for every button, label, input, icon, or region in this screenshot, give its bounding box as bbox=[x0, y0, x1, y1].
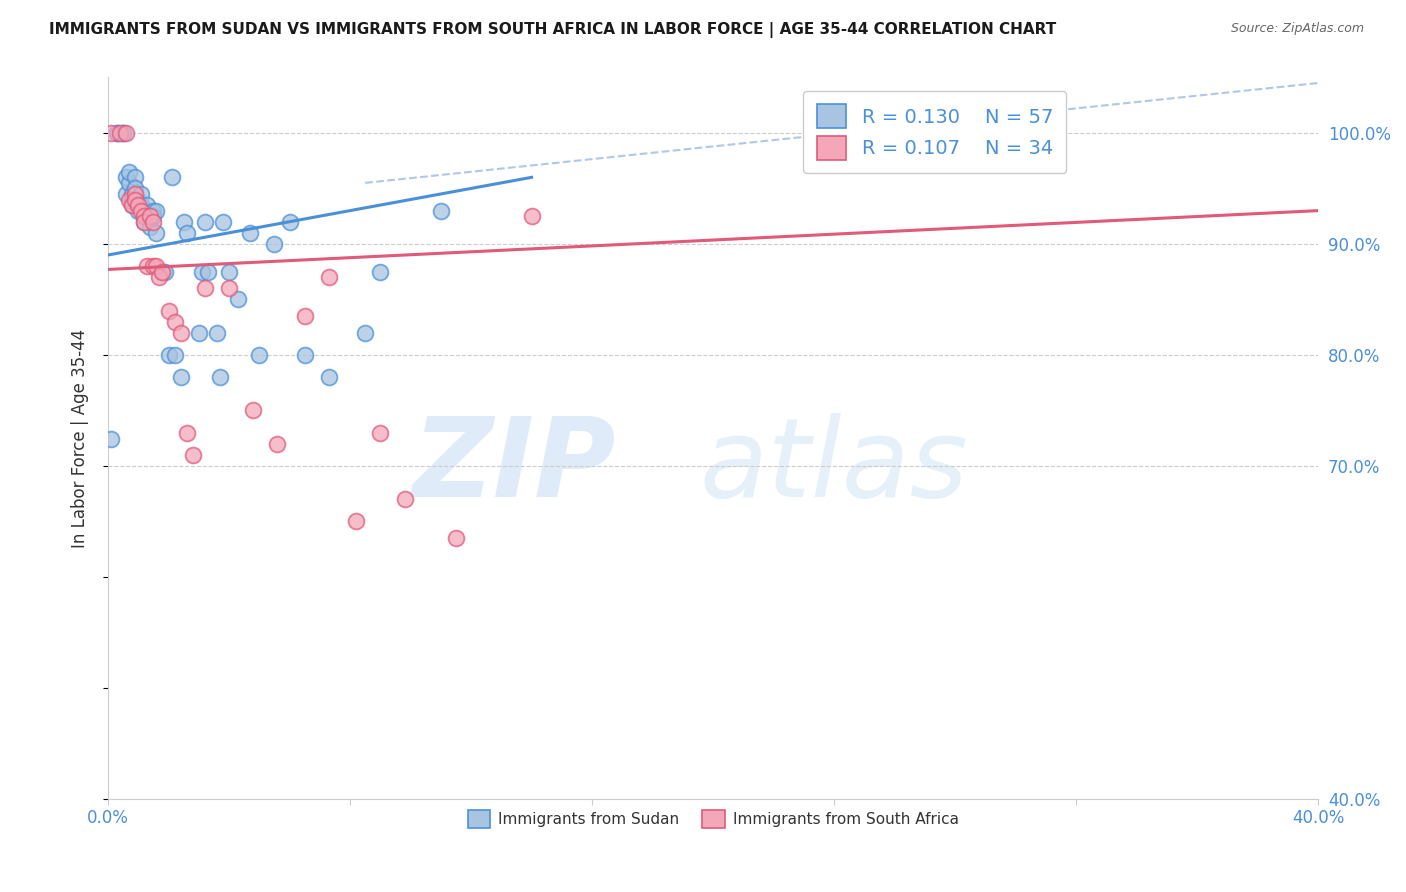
Point bbox=[134, 215, 156, 229]
Point bbox=[176, 226, 198, 240]
Point bbox=[127, 203, 149, 218]
Point bbox=[444, 531, 467, 545]
Point bbox=[105, 126, 128, 140]
Text: ZIP: ZIP bbox=[413, 414, 616, 521]
Point bbox=[100, 432, 122, 446]
Point bbox=[169, 326, 191, 340]
Point bbox=[124, 193, 146, 207]
Point bbox=[176, 425, 198, 440]
Point bbox=[344, 514, 367, 528]
Point bbox=[134, 209, 156, 223]
Point bbox=[157, 303, 180, 318]
Point bbox=[208, 370, 231, 384]
Point bbox=[112, 126, 135, 140]
Point bbox=[226, 293, 249, 307]
Point bbox=[105, 126, 128, 140]
Text: atlas: atlas bbox=[700, 414, 969, 521]
Point bbox=[520, 209, 543, 223]
Point bbox=[318, 270, 340, 285]
Point bbox=[121, 198, 143, 212]
Point bbox=[160, 170, 183, 185]
Point bbox=[218, 281, 240, 295]
Point bbox=[368, 265, 391, 279]
Point bbox=[115, 186, 138, 201]
Text: IMMIGRANTS FROM SUDAN VS IMMIGRANTS FROM SOUTH AFRICA IN LABOR FORCE | AGE 35-44: IMMIGRANTS FROM SUDAN VS IMMIGRANTS FROM… bbox=[49, 22, 1056, 38]
Point bbox=[194, 281, 217, 295]
Point bbox=[134, 215, 156, 229]
Point bbox=[152, 265, 174, 279]
Point bbox=[136, 198, 159, 212]
Text: Source: ZipAtlas.com: Source: ZipAtlas.com bbox=[1230, 22, 1364, 36]
Point bbox=[266, 436, 288, 450]
Point bbox=[157, 348, 180, 362]
Point bbox=[127, 193, 149, 207]
Point bbox=[368, 425, 391, 440]
Point bbox=[100, 126, 122, 140]
Point bbox=[294, 309, 316, 323]
Point bbox=[127, 198, 149, 212]
Point bbox=[127, 198, 149, 212]
Point bbox=[218, 265, 240, 279]
Point bbox=[129, 186, 152, 201]
Point bbox=[121, 198, 143, 212]
Point bbox=[134, 209, 156, 223]
Point bbox=[142, 203, 165, 218]
Point bbox=[354, 326, 377, 340]
Point bbox=[239, 226, 262, 240]
Point bbox=[112, 126, 135, 140]
Point bbox=[247, 348, 270, 362]
Point bbox=[124, 181, 146, 195]
Point bbox=[173, 215, 195, 229]
Point bbox=[318, 370, 340, 384]
Point bbox=[115, 126, 138, 140]
Point bbox=[142, 215, 165, 229]
Point bbox=[263, 236, 285, 251]
Point bbox=[163, 348, 186, 362]
Point bbox=[205, 326, 228, 340]
Legend: Immigrants from Sudan, Immigrants from South Africa: Immigrants from Sudan, Immigrants from S… bbox=[461, 804, 965, 835]
Point bbox=[163, 315, 186, 329]
Point bbox=[118, 193, 141, 207]
Point bbox=[430, 203, 453, 218]
Point bbox=[145, 259, 167, 273]
Point bbox=[108, 126, 131, 140]
Point bbox=[169, 370, 191, 384]
Point bbox=[197, 265, 219, 279]
Point bbox=[124, 170, 146, 185]
Point bbox=[194, 215, 217, 229]
Point bbox=[129, 198, 152, 212]
Y-axis label: In Labor Force | Age 35-44: In Labor Force | Age 35-44 bbox=[72, 328, 89, 548]
Point bbox=[145, 226, 167, 240]
Point bbox=[139, 220, 162, 235]
Point bbox=[139, 215, 162, 229]
Point bbox=[124, 186, 146, 201]
Point bbox=[191, 265, 214, 279]
Point bbox=[124, 193, 146, 207]
Point bbox=[139, 209, 162, 223]
Point bbox=[155, 265, 177, 279]
Point bbox=[121, 193, 143, 207]
Point bbox=[294, 348, 316, 362]
Point bbox=[118, 176, 141, 190]
Point bbox=[394, 492, 416, 507]
Point bbox=[129, 203, 152, 218]
Point bbox=[115, 170, 138, 185]
Point bbox=[278, 215, 301, 229]
Point bbox=[145, 203, 167, 218]
Point bbox=[142, 209, 165, 223]
Point bbox=[148, 270, 170, 285]
Point bbox=[152, 265, 174, 279]
Point bbox=[212, 215, 235, 229]
Point bbox=[181, 448, 204, 462]
Point bbox=[136, 209, 159, 223]
Point bbox=[134, 203, 156, 218]
Point bbox=[118, 165, 141, 179]
Point bbox=[136, 259, 159, 273]
Point bbox=[121, 186, 143, 201]
Point bbox=[142, 259, 165, 273]
Point bbox=[187, 326, 209, 340]
Point bbox=[242, 403, 264, 417]
